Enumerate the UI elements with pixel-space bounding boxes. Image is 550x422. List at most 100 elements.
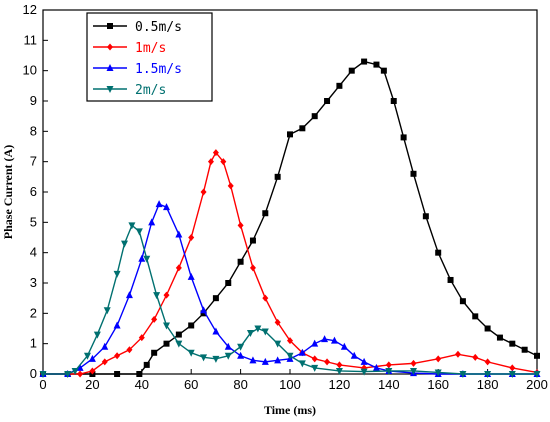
data-point (148, 218, 156, 226)
data-point (274, 173, 281, 180)
data-point (484, 371, 492, 378)
data-point (212, 355, 220, 363)
data-point (298, 348, 306, 356)
x-tick-label: 0 (39, 377, 46, 392)
data-point (188, 322, 195, 329)
data-point (114, 371, 121, 377)
data-point (136, 371, 143, 377)
data-point (151, 315, 158, 323)
legend-item: 2m/s (93, 83, 166, 98)
data-point (372, 363, 380, 371)
data-point (335, 367, 343, 375)
x-tick-label: 60 (184, 377, 198, 392)
data-point (135, 228, 143, 236)
legend-marker (106, 86, 114, 93)
data-point (93, 331, 101, 339)
y-tick-label: 2 (30, 305, 37, 320)
data-point (227, 182, 234, 190)
data-point (330, 336, 338, 344)
legend-item: 1m/s (93, 41, 166, 56)
data-point (262, 210, 269, 217)
data-point (361, 58, 368, 65)
data-point (390, 98, 397, 104)
x-tick-label: 20 (85, 377, 99, 392)
data-point (360, 357, 368, 365)
legend-item: 0.5m/s (93, 20, 182, 35)
data-point (286, 352, 294, 360)
data-point (261, 357, 269, 365)
data-point (287, 131, 293, 138)
data-point (521, 346, 528, 353)
data-point (39, 371, 47, 378)
data-point (496, 334, 503, 341)
data-point (472, 353, 479, 361)
data-point (224, 342, 232, 350)
data-point (163, 203, 170, 211)
data-point (410, 359, 417, 367)
data-point (121, 240, 129, 248)
y-tick-label: 9 (30, 93, 37, 108)
data-point (143, 361, 150, 368)
legend-marker (106, 64, 114, 71)
data-point (187, 349, 195, 357)
data-point (360, 368, 368, 376)
data-point (143, 255, 151, 263)
data-point (103, 307, 111, 315)
data-point (175, 230, 183, 238)
data-point (380, 67, 387, 74)
x-tick-label: 200 (526, 377, 548, 392)
data-point (298, 360, 306, 368)
data-point (373, 61, 380, 68)
data-point (187, 272, 195, 280)
data-point (410, 367, 417, 375)
data-point (254, 325, 262, 333)
data-point (385, 367, 393, 375)
data-point (249, 356, 257, 364)
data-point (200, 188, 207, 196)
data-point (509, 364, 516, 372)
data-point (220, 158, 227, 166)
data-point (311, 113, 318, 120)
data-point (138, 334, 145, 342)
data-point (508, 371, 516, 378)
data-point (410, 170, 417, 177)
x-tick-label: 40 (135, 377, 149, 392)
x-tick-label: 180 (477, 377, 499, 392)
data-point (534, 352, 540, 359)
data-point (188, 234, 195, 241)
data-point (113, 321, 121, 329)
data-point (113, 270, 121, 278)
data-point (175, 331, 182, 338)
data-point (262, 294, 269, 302)
legend-label: 1.5m/s (135, 62, 182, 77)
y-tick-label: 8 (30, 123, 37, 138)
data-point (224, 352, 232, 360)
data-point (89, 367, 96, 375)
data-point (321, 335, 329, 343)
data-point (200, 310, 207, 317)
legend-label: 0.5m/s (135, 20, 182, 35)
data-point (71, 367, 79, 375)
legend-label: 1m/s (135, 41, 166, 56)
data-point (163, 291, 170, 299)
data-point (249, 237, 256, 244)
data-point (311, 355, 318, 363)
data-point (207, 158, 214, 166)
data-point (237, 221, 244, 229)
x-tick-label: 80 (233, 377, 247, 392)
data-point (77, 370, 84, 378)
data-point (348, 67, 355, 74)
data-point (274, 318, 281, 326)
data-point (350, 351, 358, 359)
data-point (114, 352, 121, 360)
series-4 (39, 222, 541, 378)
data-point (324, 98, 331, 104)
data-point (435, 355, 442, 363)
data-point (83, 352, 91, 360)
data-point (76, 363, 84, 371)
data-point (509, 340, 516, 347)
data-point (324, 358, 331, 366)
data-point (175, 340, 183, 348)
data-point (274, 356, 282, 364)
y-tick-label: 0 (30, 366, 37, 381)
